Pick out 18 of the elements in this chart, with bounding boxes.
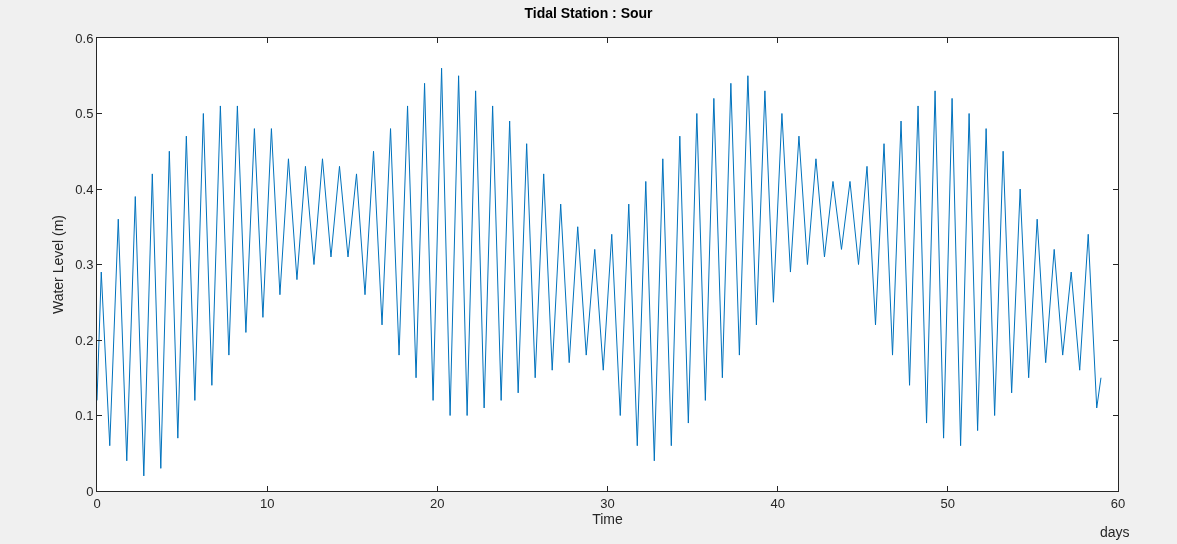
y-tick-label: 0.6: [75, 30, 94, 46]
x-tick-label: 20: [430, 495, 445, 511]
x-tick-label: 50: [940, 495, 956, 511]
y-tick-label: 0.2: [75, 332, 94, 348]
y-tick-label: 0.4: [75, 181, 94, 197]
y-tick-label: 0.1: [75, 408, 94, 424]
line-series: [97, 67, 1102, 477]
x-axis-title: Time: [592, 510, 624, 527]
x-tick-label: 30: [600, 495, 615, 511]
y-axis-title: Water Level (m): [49, 214, 66, 315]
y-tick-label: 0.5: [75, 106, 94, 122]
y-tick-label: 0.3: [75, 257, 94, 273]
chart-title: Tidal Station : Sour: [524, 4, 654, 21]
x-tick-label: 10: [259, 495, 275, 511]
y-tick-label: 0: [86, 483, 94, 499]
x-tick-label: 60: [1110, 495, 1126, 511]
x-tick-label: 40: [770, 495, 785, 511]
text: days: [1100, 524, 1130, 540]
